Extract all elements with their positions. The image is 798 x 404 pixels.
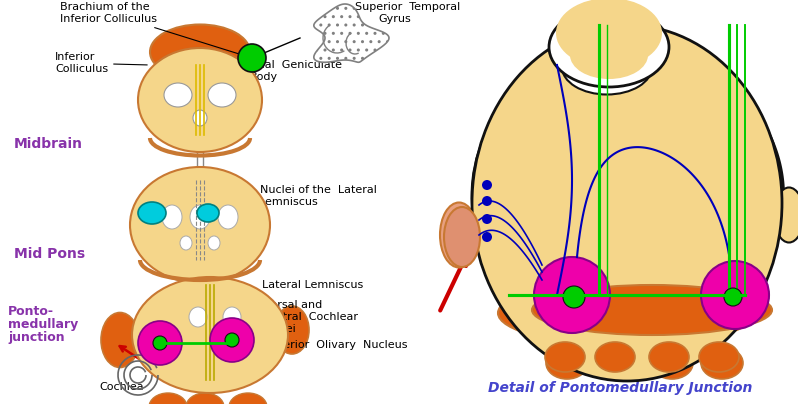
Ellipse shape: [138, 202, 166, 224]
Ellipse shape: [218, 205, 238, 229]
Circle shape: [482, 180, 492, 190]
Text: medullary: medullary: [8, 318, 78, 331]
Ellipse shape: [498, 280, 756, 345]
Ellipse shape: [595, 342, 635, 372]
Text: Mid Pons: Mid Pons: [14, 247, 85, 261]
Circle shape: [210, 318, 254, 362]
Ellipse shape: [197, 204, 219, 222]
Circle shape: [724, 288, 742, 306]
Text: Ventral  Cochlear: Ventral Cochlear: [262, 312, 358, 322]
Ellipse shape: [444, 207, 480, 267]
Circle shape: [482, 232, 492, 242]
Ellipse shape: [189, 307, 207, 327]
Circle shape: [482, 196, 492, 206]
Circle shape: [225, 333, 239, 347]
Circle shape: [701, 261, 769, 329]
Ellipse shape: [229, 393, 267, 404]
Ellipse shape: [549, 7, 669, 87]
Ellipse shape: [556, 0, 662, 68]
Ellipse shape: [138, 48, 262, 152]
Ellipse shape: [208, 83, 236, 107]
Text: Dorsal and: Dorsal and: [262, 300, 322, 310]
Text: Detail of Pontomedullary Junction: Detail of Pontomedullary Junction: [488, 381, 753, 395]
Ellipse shape: [532, 285, 772, 335]
Ellipse shape: [223, 307, 241, 327]
Ellipse shape: [774, 187, 798, 242]
Ellipse shape: [180, 236, 192, 250]
Ellipse shape: [162, 205, 182, 229]
Text: Superior  Temporal: Superior Temporal: [355, 2, 460, 12]
Ellipse shape: [570, 31, 648, 79]
Polygon shape: [314, 4, 389, 62]
Ellipse shape: [208, 236, 220, 250]
Ellipse shape: [132, 277, 288, 393]
Ellipse shape: [699, 342, 739, 372]
Ellipse shape: [472, 47, 782, 343]
Ellipse shape: [150, 25, 250, 80]
Text: Body: Body: [250, 72, 279, 82]
Ellipse shape: [472, 25, 782, 381]
Ellipse shape: [701, 347, 743, 379]
Ellipse shape: [440, 202, 478, 267]
Ellipse shape: [562, 40, 652, 95]
Ellipse shape: [130, 167, 270, 283]
Text: Nuclei: Nuclei: [262, 324, 297, 334]
Ellipse shape: [275, 306, 309, 354]
Text: Midbrain: Midbrain: [14, 137, 83, 151]
Text: Nuclei of the  Lateral
Lemniscus: Nuclei of the Lateral Lemniscus: [211, 185, 377, 213]
Text: Brachium of the
Inferior Colliculus: Brachium of the Inferior Colliculus: [60, 2, 249, 57]
Text: Inferior
Colliculus: Inferior Colliculus: [55, 53, 147, 74]
Text: Medial  Geniculate: Medial Geniculate: [238, 60, 342, 70]
Ellipse shape: [596, 347, 638, 379]
Ellipse shape: [545, 342, 585, 372]
Text: Gyrus: Gyrus: [378, 14, 411, 24]
Text: junction: junction: [8, 331, 65, 344]
Circle shape: [563, 286, 585, 308]
Text: Lateral Lemniscus: Lateral Lemniscus: [262, 280, 363, 290]
Ellipse shape: [164, 83, 192, 107]
Ellipse shape: [546, 347, 588, 379]
Ellipse shape: [101, 313, 139, 368]
Circle shape: [482, 214, 492, 224]
Circle shape: [138, 321, 182, 365]
Ellipse shape: [651, 347, 693, 379]
Circle shape: [153, 336, 167, 350]
Text: Superior  Olivary  Nucleus: Superior Olivary Nucleus: [262, 340, 408, 350]
Polygon shape: [509, 38, 784, 335]
Circle shape: [238, 44, 266, 72]
Text: Cochlea: Cochlea: [100, 382, 144, 392]
Ellipse shape: [190, 205, 210, 229]
Text: Ponto-: Ponto-: [8, 305, 54, 318]
Ellipse shape: [186, 393, 224, 404]
Ellipse shape: [193, 110, 207, 126]
Ellipse shape: [149, 393, 187, 404]
Circle shape: [534, 257, 610, 333]
Ellipse shape: [649, 342, 689, 372]
